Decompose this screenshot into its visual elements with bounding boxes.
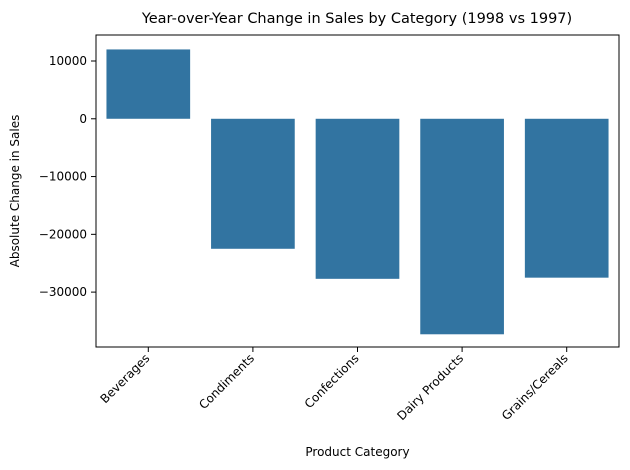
- bar-condiments: [211, 118, 295, 249]
- x-axis-title: Product Category: [305, 445, 409, 459]
- bar-dairy-products: [420, 118, 504, 335]
- bars-group: [106, 49, 609, 335]
- y-axis: 10000 0 −10000 −20000 −30000: [39, 54, 96, 299]
- y-tick-label: −20000: [39, 227, 87, 241]
- y-tick-label: −30000: [39, 285, 87, 299]
- plot-frame: [95, 34, 620, 348]
- bar-beverages: [106, 49, 191, 119]
- y-tick-label: 0: [79, 112, 87, 126]
- bar-confections: [315, 118, 400, 279]
- y-tick-label: −10000: [39, 170, 87, 184]
- chart-title: Year-over-Year Change in Sales by Catego…: [141, 11, 572, 27]
- y-axis-title: Absolute Change in Sales: [8, 115, 22, 268]
- y-tick-label: 10000: [49, 54, 87, 68]
- bar-grains-cereals: [524, 118, 609, 278]
